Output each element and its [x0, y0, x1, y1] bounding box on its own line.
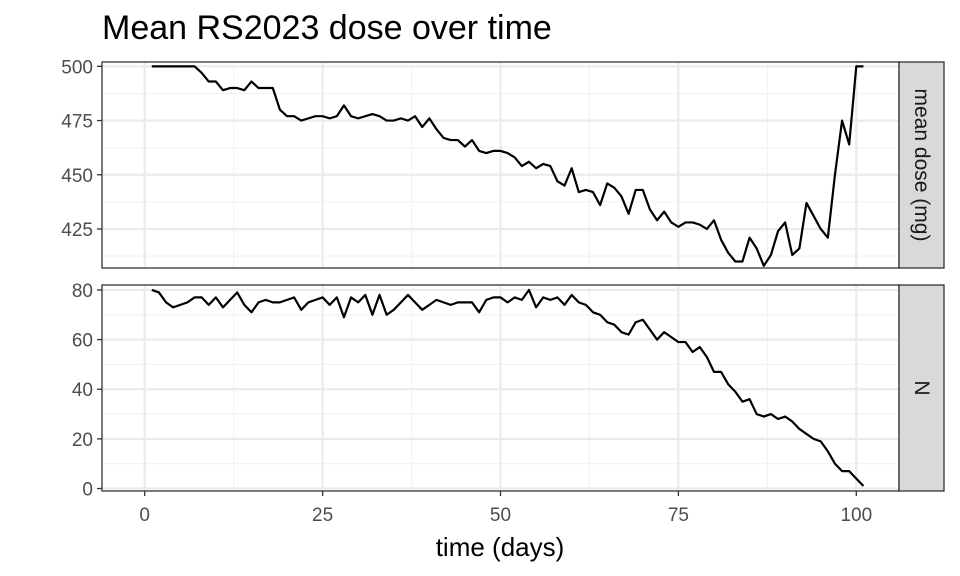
y-tick-label: 425	[61, 220, 93, 241]
x-tick-label: 100	[840, 505, 872, 526]
x-tick-label: 50	[490, 505, 511, 526]
series-line	[151, 288, 865, 487]
series-line	[151, 65, 864, 267]
facet-strip	[898, 284, 945, 492]
x-tick-label: 0	[139, 505, 150, 526]
x-axis: 0 25 50 75 100	[139, 491, 872, 526]
y-tick-label: 40	[72, 380, 93, 401]
y-tick-label: 80	[72, 281, 93, 302]
panel-1: 425 450 475 500 mean dose (mg)	[61, 57, 945, 269]
facet-strip-label: N	[910, 380, 933, 395]
x-axis-title: time (days)	[436, 532, 565, 562]
y-tick-label: 500	[61, 57, 93, 78]
facet-strip-label: mean dose (mg)	[910, 89, 933, 242]
panel-2: 0 20 40 60 80 N	[72, 281, 945, 501]
y-tick-label: 20	[72, 430, 93, 451]
chart-title: Mean RS2023 dose over time	[102, 9, 552, 47]
x-tick-label: 25	[312, 505, 333, 526]
y-tick-label: 475	[61, 112, 93, 133]
y-tick-label: 60	[72, 331, 93, 352]
x-tick-label: 75	[668, 505, 689, 526]
facet-strip	[898, 61, 945, 269]
y-tick-label: 0	[82, 480, 93, 501]
y-tick-label: 450	[61, 166, 93, 187]
panels-layer: 425 450 475 500 mean dose (mg) 0 20 40 60 80 N 0 25 5…	[61, 57, 945, 526]
